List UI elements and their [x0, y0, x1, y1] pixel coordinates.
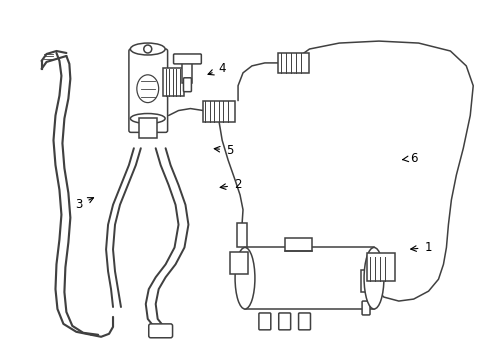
FancyBboxPatch shape — [183, 78, 192, 92]
FancyBboxPatch shape — [163, 68, 184, 96]
Ellipse shape — [364, 247, 384, 309]
FancyBboxPatch shape — [139, 118, 157, 138]
FancyBboxPatch shape — [362, 301, 370, 315]
FancyBboxPatch shape — [245, 247, 374, 309]
Text: 3: 3 — [75, 198, 83, 211]
FancyBboxPatch shape — [230, 252, 248, 274]
Text: 5: 5 — [226, 144, 234, 157]
Ellipse shape — [235, 247, 255, 309]
FancyBboxPatch shape — [361, 270, 371, 292]
Ellipse shape — [137, 75, 159, 103]
FancyBboxPatch shape — [285, 238, 313, 251]
FancyBboxPatch shape — [278, 53, 310, 73]
FancyBboxPatch shape — [298, 313, 311, 330]
Text: 4: 4 — [219, 62, 226, 75]
Circle shape — [144, 45, 152, 53]
FancyBboxPatch shape — [237, 223, 247, 247]
FancyBboxPatch shape — [279, 313, 291, 330]
Text: 6: 6 — [410, 152, 417, 165]
FancyBboxPatch shape — [203, 100, 235, 122]
FancyBboxPatch shape — [129, 49, 168, 132]
FancyBboxPatch shape — [173, 54, 201, 64]
FancyBboxPatch shape — [238, 253, 246, 270]
Ellipse shape — [130, 43, 165, 55]
FancyBboxPatch shape — [182, 61, 193, 83]
Text: 1: 1 — [425, 241, 432, 254]
FancyBboxPatch shape — [149, 324, 172, 338]
FancyBboxPatch shape — [367, 253, 395, 281]
FancyBboxPatch shape — [259, 313, 271, 330]
Ellipse shape — [130, 113, 165, 123]
Text: 2: 2 — [234, 179, 242, 192]
